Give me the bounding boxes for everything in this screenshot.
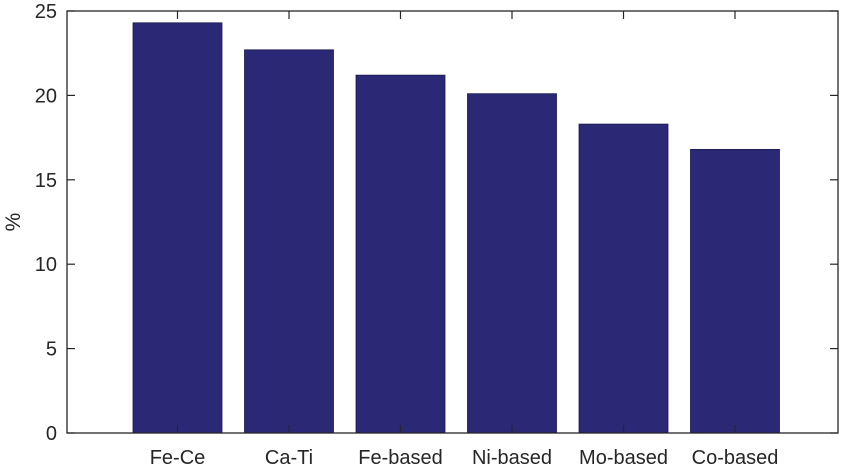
y-tick-label-0: 0 [46, 423, 57, 445]
x-axis-ticks: Fe-Ce Ca-Ti Fe-based Ni-based Mo-based Co-bas… [150, 11, 779, 469]
bar-fe-based [355, 74, 446, 434]
y-axis-label: % [2, 213, 25, 232]
x-tick-label-co-based: Co-based [692, 447, 779, 469]
axes-group [66, 10, 839, 434]
x-tick-label-ni-based: Ni-based [472, 447, 552, 469]
y-tick-label-15: 15 [35, 170, 57, 192]
bar-ni-based [467, 93, 557, 434]
y-axis-ticks: 0 5 10 15 20 25 [35, 1, 838, 445]
y-tick-label-5: 5 [46, 339, 57, 361]
bar-co-based [690, 149, 780, 434]
x-tick-label-fe-based: Fe-based [358, 447, 443, 469]
bar-fe-ce [132, 22, 223, 434]
axes-box [66, 10, 839, 434]
x-tick-label-ca-ti: Ca-Ti [265, 447, 313, 469]
bar-mo-based [578, 123, 669, 434]
y-tick-label-10: 10 [35, 254, 57, 276]
x-tick-label-fe-ce: Fe-Ce [150, 447, 206, 469]
bars-group [132, 22, 780, 434]
bar-ca-ti [244, 49, 334, 434]
y-tick-label-25: 25 [35, 1, 57, 23]
x-tick-label-mo-based: Mo-based [579, 447, 668, 469]
y-tick-label-20: 20 [35, 85, 57, 107]
